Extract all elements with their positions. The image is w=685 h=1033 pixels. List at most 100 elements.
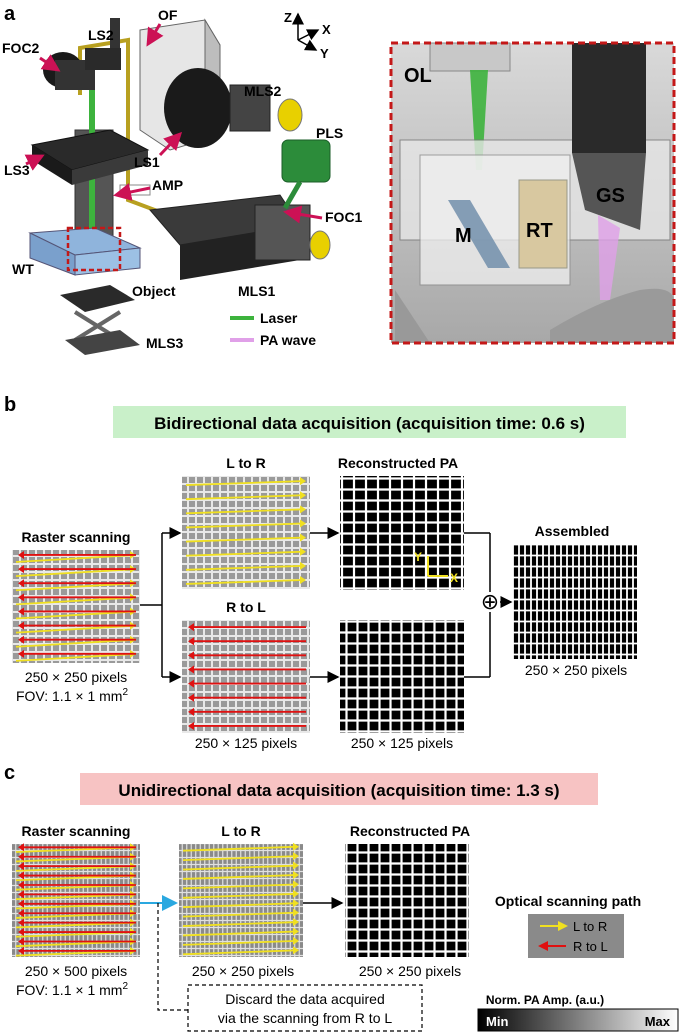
label-ls2: LS2 [88, 27, 114, 43]
scan-arrowhead-ltor [293, 918, 299, 927]
scan-arrowhead-rtol [188, 679, 194, 688]
label-foc2: FOC2 [2, 40, 40, 56]
b-rtol-arrows [188, 623, 306, 730]
scan-arrowhead-ltor [293, 899, 299, 908]
scan-line-ltor [182, 902, 298, 909]
scan-arrowhead-rtol [18, 880, 24, 889]
b-assembled-image [513, 545, 637, 659]
b-raster-title: Raster scanning [22, 529, 131, 545]
c-discard-box [187, 984, 423, 1032]
scan-line-ltor [185, 550, 305, 557]
scan-line-ltor [185, 480, 305, 486]
b-rtol-image [182, 620, 310, 733]
scan-arrowhead-rtol [18, 593, 24, 602]
b-assembled-title: Assembled [535, 523, 610, 539]
scan-arrowhead-rtol [188, 623, 194, 632]
scan-line-ltor [182, 939, 298, 946]
inset-border [389, 41, 676, 345]
c-raster-image [12, 844, 140, 957]
scan-line-ltor [15, 568, 137, 578]
scan-arrowhead-ltor [300, 547, 306, 556]
inset-label-rt: RT [526, 220, 553, 242]
scan-line-ltor [182, 930, 298, 937]
scan-arrowhead-ltor [300, 505, 306, 514]
b-assembled-caption: 250 × 250 pixels [525, 662, 627, 678]
scan-arrowhead-ltor [300, 477, 306, 486]
scan-line-ltor [182, 874, 298, 880]
scan-arrowhead-rtol [18, 862, 24, 871]
scan-line-ltor [15, 610, 137, 620]
scan-arrowhead-rtol [18, 871, 24, 880]
b-recon-top-image [340, 476, 464, 590]
scan-line-ltor [15, 582, 137, 592]
scan-arrowhead-rtol [188, 707, 194, 716]
scan-arrowhead-rtol [18, 890, 24, 899]
scan-line-ltor [182, 949, 298, 956]
scan-line-ltor [182, 864, 298, 871]
scan-arrowhead-rtol [18, 635, 24, 644]
legend-pa-wave-label: PA wave [260, 332, 316, 348]
panel-c-title-bg [80, 773, 598, 805]
label-object: Object [132, 283, 176, 299]
b-ltor-arrows [185, 477, 306, 585]
b-raster-arrows [15, 550, 137, 662]
panel-b-letter: b [4, 394, 16, 416]
scan-arrowhead-rtol [188, 721, 194, 730]
panel-b-title: Bidirectional data acquisition (acquisit… [154, 414, 585, 433]
scan-arrowhead-ltor [293, 936, 299, 945]
c-colorbar-min: Min [486, 1014, 508, 1029]
c-recon-title: Reconstructed PA [350, 823, 470, 839]
scan-arrowhead-rtol [188, 637, 194, 646]
scan-line-ltor [182, 855, 298, 862]
scan-arrowhead-ltor [293, 927, 299, 936]
scan-line-ltor [15, 638, 137, 648]
axis-z-label: Z [284, 10, 292, 25]
scan-arrowhead-rtol [18, 550, 24, 559]
inset-label-gs: GS [596, 185, 625, 207]
scan-arrowhead-rtol [18, 621, 24, 630]
c-raster-caption1: 250 × 500 pixels [25, 963, 127, 979]
panel-a-legend: Laser PA wave [230, 310, 316, 348]
label-of: OF [158, 7, 178, 23]
scan-arrowhead-rtol [18, 899, 24, 908]
scan-arrowhead-rtol [18, 928, 24, 937]
legend-laser-label: Laser [260, 310, 298, 326]
c-raster-arrows [15, 843, 137, 957]
inset-label-ol: OL [404, 65, 432, 87]
scan-line-ltor [15, 624, 137, 634]
inset-zoom: OL GS M RT [389, 41, 676, 345]
scan-line-ltor [182, 892, 298, 899]
label-mls1: MLS1 [238, 283, 276, 299]
axis-indicator: Z X Y [284, 10, 331, 61]
scan-line-ltor [185, 508, 305, 515]
b-recon-axis-y: Y [414, 550, 422, 564]
b-recon-title: Reconstructed PA [338, 455, 458, 471]
c-ltor-image [179, 844, 303, 957]
c-colorbar-title: Norm. PA Amp. (a.u.) [486, 993, 604, 1007]
label-mls2: MLS2 [244, 83, 282, 99]
c-recon-caption: 250 × 250 pixels [359, 963, 461, 979]
scan-arrowhead-rtol [18, 579, 24, 588]
b-recon-axis-x: X [450, 571, 458, 585]
scan-arrowhead-ltor [293, 946, 299, 955]
c-ltor-arrows [182, 842, 299, 956]
scan-arrowhead-rtol [188, 665, 194, 674]
scan-line-ltor [185, 536, 305, 543]
c-colorbar-max: Max [645, 1014, 671, 1029]
b-ltor-image [182, 476, 310, 589]
label-amp: AMP [152, 177, 183, 193]
scan-line-ltor [15, 596, 137, 606]
b-caption-125b: 250 × 125 pixels [351, 735, 453, 751]
panel-b-title-bg [113, 406, 626, 438]
c-discard-line2: via the scanning from R to L [218, 1010, 393, 1026]
b-plus-symbol: ⊕ [481, 589, 499, 614]
scan-arrowhead-ltor [300, 491, 306, 500]
panel-c-letter: c [4, 762, 15, 784]
label-foc1: FOC1 [325, 209, 363, 225]
label-pls: PLS [316, 125, 343, 141]
scan-arrowhead-rtol [18, 909, 24, 918]
scan-line-ltor [182, 883, 298, 890]
scan-arrowhead-ltor [300, 519, 306, 528]
scan-arrowhead-ltor [300, 561, 306, 570]
c-recon-image [345, 844, 469, 957]
